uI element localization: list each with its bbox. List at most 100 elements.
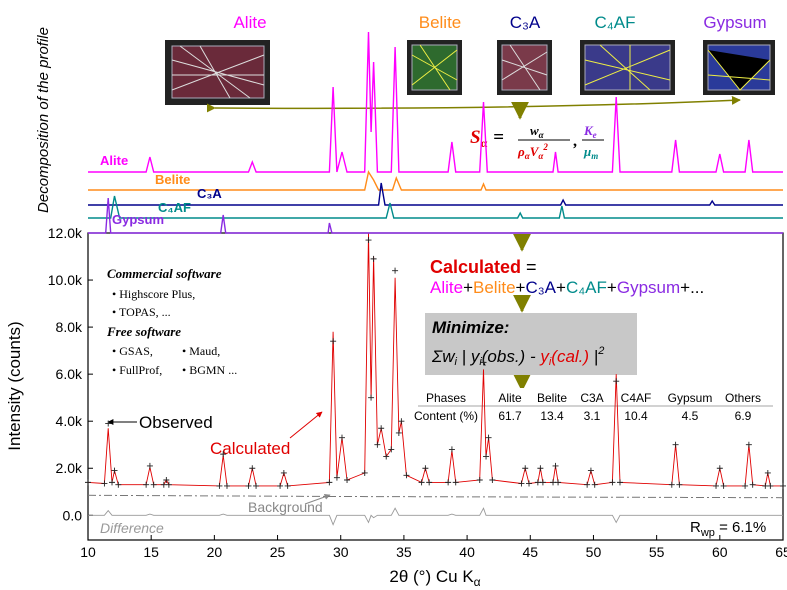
observed-point (418, 479, 425, 486)
y-tick-label: 6.0k (56, 366, 83, 382)
observed-point (534, 479, 541, 486)
observed-point (720, 482, 727, 489)
phase-title: Alite (233, 13, 266, 32)
arrow (304, 494, 331, 505)
software-item: • Highscore Plus, (112, 287, 195, 301)
observed-point (392, 267, 399, 274)
crystal-bonds (411, 44, 458, 91)
observed-point (280, 469, 287, 476)
software-item: • BGMN ... (182, 363, 237, 377)
crystal-bonds (501, 44, 548, 91)
decoration: Decomposition of the profile Sα = wα ραVα… (5, 27, 775, 589)
m-part: i (549, 356, 552, 368)
observed-point (224, 482, 230, 489)
observed-point (742, 482, 749, 489)
m-part: (obs.) - (482, 347, 541, 366)
formula-part: V (530, 144, 540, 159)
x-tick-label: 10 (80, 544, 96, 560)
phase-title: C₃A (510, 13, 541, 32)
observed-point (361, 469, 368, 476)
observed-point (539, 479, 546, 486)
observed-point (518, 480, 525, 487)
phase-title: Belite (419, 13, 462, 32)
crystal-bonds (171, 45, 265, 99)
observed-point (480, 359, 487, 366)
observed-point (476, 477, 483, 484)
observed-point (550, 479, 557, 486)
m-part: i (454, 356, 457, 368)
sum-plus: + (607, 278, 617, 297)
formula-part: S (470, 127, 481, 148)
formula-part: α (525, 151, 531, 161)
observed-point (587, 467, 594, 474)
phase-label: C₃A (197, 186, 222, 201)
x-tick-label: 20 (207, 544, 223, 560)
software-heading: Free software (106, 324, 181, 339)
table-cell: 6.9 (735, 409, 752, 423)
table-cell: 3.1 (584, 409, 601, 423)
observed-point (388, 446, 395, 453)
table-header: Gypsum (668, 391, 713, 405)
observed-point (762, 482, 769, 489)
x-tick-label: 35 (396, 544, 412, 560)
x-tick-label: 15 (143, 544, 159, 560)
table-header: Phases (426, 391, 466, 405)
difference-line (88, 507, 783, 526)
x-tick-label: 60 (712, 544, 728, 560)
table-cell: 10.4 (624, 409, 648, 423)
item-text: BGMN ... (189, 363, 237, 377)
observed-point (780, 482, 786, 489)
phase-title: C₄AF (595, 13, 636, 32)
formula-part: K (583, 123, 594, 138)
table-cell: Content (%) (414, 409, 478, 423)
observed-point (749, 481, 756, 488)
formula-part: w (530, 123, 539, 138)
formula-part: α (538, 151, 544, 161)
x-tick-label: 55 (649, 544, 665, 560)
m-part: | (589, 347, 598, 366)
observed-point (333, 474, 340, 481)
observed-point (160, 481, 167, 488)
observed-point (422, 465, 429, 472)
rwp-sub: wp (700, 527, 715, 539)
y-axis-label: Intensity (counts) (5, 321, 24, 450)
observed-point (216, 482, 223, 489)
observed-point (253, 482, 260, 489)
annotation-observed: Observed (139, 413, 213, 432)
observed-point (395, 429, 402, 436)
observed-point (378, 425, 385, 432)
sum-term: C₄AF (566, 278, 607, 297)
y-tick-label: 2.0k (56, 460, 83, 476)
m-part: Σ (431, 347, 443, 366)
observed-point (368, 394, 375, 401)
arrow (289, 411, 323, 439)
observed-point (452, 479, 459, 486)
formula-part: = (493, 127, 504, 148)
phase-line (88, 31, 783, 173)
formula: , (573, 133, 577, 150)
formula-part: α (481, 136, 488, 150)
formula-part: e (593, 130, 597, 140)
observed-point (767, 482, 774, 489)
formula-part: m (591, 151, 598, 161)
calc-eq: = (521, 257, 537, 277)
phase-line (88, 170, 783, 191)
observed-point (146, 462, 153, 469)
observed-point (383, 453, 390, 460)
sum-plus: + (463, 278, 473, 297)
phase-line (88, 195, 783, 219)
phase-line (88, 182, 783, 206)
observed-point (555, 479, 562, 486)
observed-point (489, 477, 496, 484)
formula-part: ρ (517, 144, 525, 159)
sum-term: Gypsum (617, 278, 680, 297)
observed-point (584, 481, 591, 488)
observed-point (485, 434, 492, 441)
formula-part: 2 (542, 142, 548, 152)
sum-term: C₃A (525, 278, 556, 297)
x-tick-label: 65 (775, 544, 787, 560)
rwp-symbol: R (690, 519, 701, 536)
x-label-sub: α (474, 575, 481, 589)
observed-point (109, 479, 116, 486)
observed-point (115, 481, 122, 488)
